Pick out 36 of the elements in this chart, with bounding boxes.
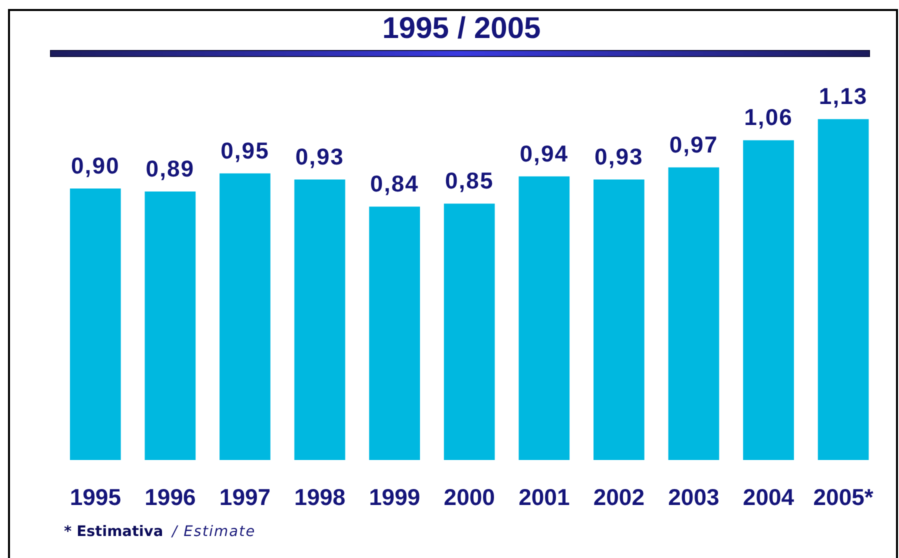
x-tick-label: 2005* — [813, 484, 874, 510]
bar — [220, 173, 270, 460]
x-tick-label: 1999 — [368, 484, 420, 510]
data-label: 0,85 — [444, 168, 494, 194]
data-label: 0,93 — [594, 143, 644, 170]
bar — [518, 176, 570, 460]
x-tick-label: 2004 — [742, 484, 794, 510]
text: / Estimate — [172, 524, 256, 540]
bar — [144, 192, 196, 460]
bar — [294, 179, 346, 460]
data-label: 1,06 — [744, 104, 793, 130]
data-label: 0,95 — [220, 137, 270, 164]
bar — [594, 179, 644, 460]
bar — [369, 206, 420, 460]
data-label: 0,93 — [295, 143, 344, 170]
bar — [70, 188, 121, 460]
text: * Estimativa — [64, 524, 164, 540]
bar — [668, 167, 720, 460]
data-label: 0,94 — [520, 140, 569, 166]
x-tick-label: 2001 — [518, 484, 570, 510]
data-label: 0,90 — [71, 152, 120, 178]
data-label: 1,13 — [818, 83, 868, 110]
data-label: 0,97 — [669, 131, 718, 158]
x-tick-label: 2002 — [593, 484, 645, 510]
x-tick-label: 1997 — [219, 484, 271, 510]
bar — [444, 204, 495, 460]
bar — [818, 119, 869, 460]
bar — [743, 140, 794, 460]
x-tick-label: 1996 — [144, 484, 196, 510]
x-tick-label: 2003 — [668, 484, 720, 510]
data-label: 0,89 — [146, 156, 195, 182]
x-tick-label: 1998 — [294, 484, 346, 510]
x-tick-label: 1995 — [70, 484, 122, 510]
x-tick-label: 2000 — [444, 484, 495, 510]
chart-title: 1995 / 2005 — [381, 12, 542, 46]
data-label: 0,84 — [370, 170, 419, 197]
